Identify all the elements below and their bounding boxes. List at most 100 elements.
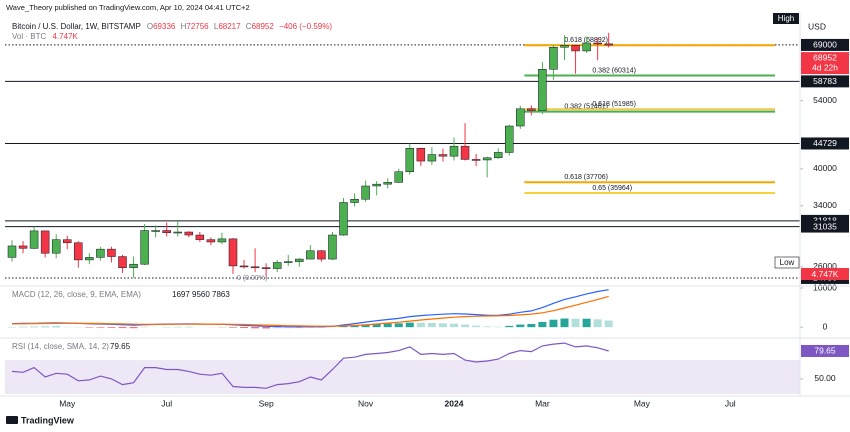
symbol-name: Bitcoin / U.S. Dollar, 1W, BITSTAMP	[12, 22, 141, 31]
candle-body	[493, 152, 503, 159]
macd-histogram-bar	[505, 325, 514, 328]
macd-histogram-bar	[450, 323, 458, 328]
volume-axis-box	[801, 268, 849, 280]
x-tick-label: Sep	[259, 398, 274, 408]
macd-histogram-bar	[284, 327, 293, 329]
macd-histogram-bar	[538, 321, 547, 328]
macd-histogram-bar	[361, 324, 370, 328]
candle-body	[549, 47, 558, 70]
macd-histogram-bar	[383, 323, 392, 328]
y-tick-label: 10000	[813, 282, 837, 292]
rsi-band	[5, 360, 800, 394]
candle-body	[18, 245, 28, 249]
y-tick-label: 34000	[813, 200, 837, 210]
macd-histogram-bar	[438, 323, 447, 328]
candle-body	[571, 45, 580, 52]
level-axis-box	[801, 75, 849, 88]
candle-body	[593, 42, 602, 45]
macd-histogram-bar	[96, 327, 105, 328]
macd-histogram-bar	[251, 327, 260, 329]
symbol-line: Bitcoin / U.S. Dollar, 1W, BITSTAMP O693…	[12, 22, 332, 31]
fib-label: 0.382 (51461)	[564, 103, 608, 110]
ohlc-value: 72756	[186, 22, 209, 31]
legend-value: 1697	[172, 290, 190, 299]
level-axis-label: 31035	[813, 221, 837, 231]
macd-histogram-bar	[350, 325, 359, 328]
candle-body	[394, 171, 403, 183]
macd-histogram-bar	[549, 319, 558, 328]
candle-body	[538, 69, 547, 111]
macd-histogram-bar	[273, 327, 282, 329]
x-tick-label: Nov	[358, 398, 374, 408]
candle-body	[250, 266, 260, 269]
candle-body	[295, 258, 304, 262]
macd-histogram-bar	[317, 327, 326, 328]
macd-histogram-bar	[240, 327, 249, 329]
level-axis-box	[801, 38, 849, 51]
rsi-axis-box	[801, 344, 849, 357]
candle-body	[582, 42, 591, 52]
candle-body	[350, 198, 359, 203]
candle-body	[361, 185, 370, 200]
high-marker-label: High	[778, 14, 794, 23]
logo-mark	[6, 416, 18, 424]
candle-body	[560, 45, 569, 48]
candle-body	[505, 125, 514, 153]
candle-body	[40, 230, 50, 254]
rsi-line	[11, 342, 609, 389]
macd-histogram-bar	[394, 323, 403, 328]
ohlc-label: L	[214, 22, 219, 31]
candle-body	[317, 250, 326, 260]
candle-body	[206, 239, 216, 243]
candle-body	[516, 108, 525, 127]
x-tick-label: May	[59, 398, 76, 408]
last-price-label: 68952	[813, 52, 837, 62]
ohlc-label: C	[246, 22, 252, 31]
candle-body	[306, 250, 315, 260]
low-marker-label: Low	[780, 258, 795, 267]
candle-body	[261, 267, 271, 269]
candle-body	[129, 263, 138, 268]
macd-histogram-bar	[140, 327, 149, 328]
candle-body	[74, 242, 83, 261]
macd-histogram-bar	[339, 326, 348, 328]
last-price-box	[801, 52, 849, 75]
macd-histogram-bar	[229, 327, 237, 328]
ohlc-label: H	[181, 22, 187, 31]
x-tick-label: May	[634, 398, 651, 408]
y-tick-label: 26000	[813, 261, 837, 271]
level-axis-label: 69000	[813, 40, 837, 50]
macd-histogram-bar	[593, 319, 602, 328]
volume-axis-label: 4.747K	[812, 269, 839, 279]
fib-label: 0.618 (51985)	[592, 101, 636, 108]
candle-body	[372, 183, 381, 187]
ohlc-value: 69336	[153, 22, 176, 31]
ohlc-value: 68217	[218, 22, 241, 31]
volume-value: 4.747K	[52, 32, 78, 41]
x-tick-label: Jul	[161, 398, 172, 408]
macd-histogram-bar	[472, 325, 481, 328]
annotation: 0 (0.00%)	[237, 275, 267, 282]
macd-histogram-bar	[405, 322, 414, 328]
ohlc-value: 68952	[252, 22, 275, 31]
candle-body	[173, 231, 182, 234]
candle-body	[85, 257, 94, 261]
macd-histogram-bar	[295, 327, 304, 329]
candle-body	[383, 182, 392, 185]
macd-histogram-bar	[516, 324, 525, 328]
candle-body	[438, 154, 448, 157]
fib-label: 0.65 (35964)	[592, 185, 632, 192]
candle-body	[416, 147, 426, 162]
candle-body	[239, 265, 249, 268]
volume-title: Vol · BTC	[12, 32, 46, 41]
macd-histogram-bar	[560, 318, 569, 328]
level-axis-box	[801, 220, 849, 233]
pane-title: RSI (14, close, SMA, 14, 2)	[12, 342, 109, 351]
macd-histogram-bar	[427, 322, 436, 328]
candle-body	[449, 145, 459, 157]
y-tick-label: 40000	[813, 163, 837, 173]
candle-body	[527, 108, 536, 111]
candle-body	[272, 262, 282, 269]
